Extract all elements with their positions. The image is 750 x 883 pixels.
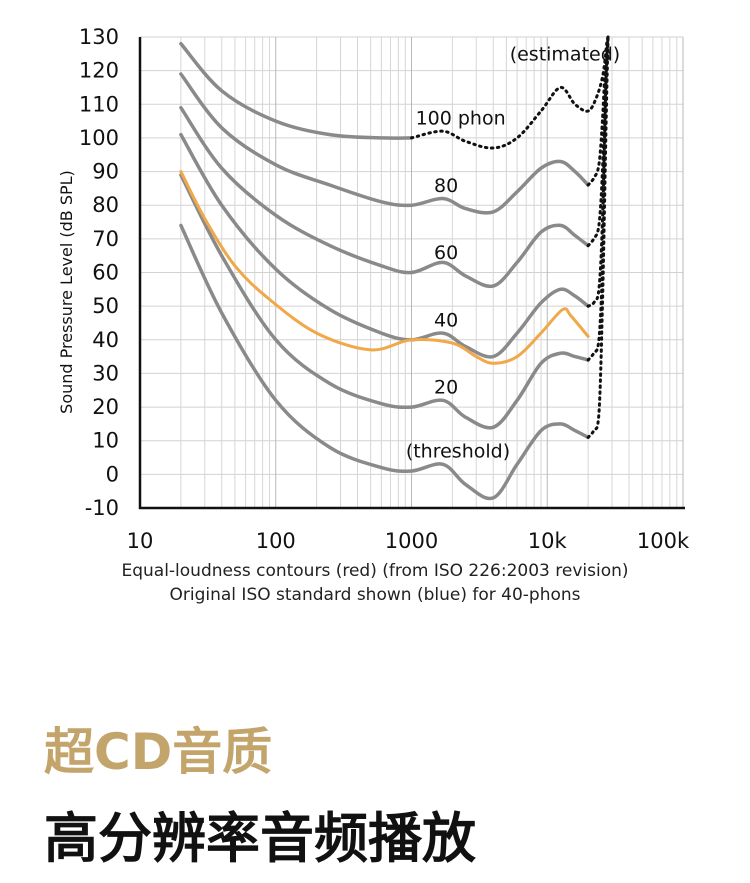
series-threshold — [179, 223, 590, 501]
y-tick-label: 100 — [79, 126, 119, 150]
caption-line-1: Equal-loudness contours (red) (from ISO … — [121, 561, 629, 581]
y-tick-label: 80 — [92, 193, 119, 217]
y-tick-label: 110 — [79, 92, 119, 116]
y-tick-label: 70 — [92, 227, 119, 251]
grid — [139, 36, 684, 509]
y-tick-label: 10 — [92, 429, 119, 453]
series-80-phon — [179, 72, 590, 215]
series-60-phon — [179, 105, 590, 289]
y-tick-label: 20 — [92, 395, 119, 419]
x-tick-label: 100k — [637, 529, 690, 553]
y-tick-label: 60 — [92, 261, 119, 285]
y-tick-labels: -10 0 10 20 30 40 50 60 70 80 90 100 110 120 130 — [79, 25, 119, 520]
headline-subtitle: 高分辨率音频播放 — [44, 807, 476, 870]
series-original-iso-40-phon — [179, 170, 590, 365]
x-tick-labels: 10 100 1000 10k 100k — [127, 529, 690, 553]
axes — [138, 37, 685, 510]
y-axis-label: Sound Pressure Level (dB SPL) — [57, 170, 76, 414]
y-tick-label: 50 — [92, 294, 119, 318]
y-tick-label: 30 — [92, 361, 119, 385]
headline-title: 超CD音质 — [44, 723, 273, 781]
y-tick-label: 40 — [92, 328, 119, 352]
curve-label-60-phon: 60 — [434, 242, 458, 264]
y-tick-label: -10 — [85, 496, 119, 520]
caption-line-2: Original ISO standard shown (blue) for 4… — [169, 585, 581, 605]
x-tick-label: 1000 — [385, 529, 438, 553]
x-tick-label: 10k — [528, 529, 568, 553]
x-tick-label: 10 — [127, 529, 154, 553]
curve-label-20-phon: 20 — [434, 377, 458, 399]
curve-label-threshold: (threshold) — [406, 441, 510, 463]
curve-labels: (threshold) 20 40 60 80 100 phon (estimated) — [406, 44, 620, 463]
series-100-phon — [179, 41, 414, 140]
y-tick-label: 0 — [106, 462, 119, 486]
curve-label-40-phon: 40 — [434, 309, 458, 331]
y-tick-label: 130 — [79, 25, 119, 49]
curve-label-80-phon: 80 — [434, 175, 458, 197]
y-tick-label: 120 — [79, 59, 119, 83]
equal-loudness-chart: -10 0 10 20 30 40 50 60 70 80 90 100 110 120 130 10 100… — [57, 25, 690, 553]
x-tick-label: 100 — [256, 529, 296, 553]
series-80-phon-estimated — [586, 35, 610, 187]
annotation-label: (estimated) — [510, 44, 621, 66]
curve-label-100-phon: 100 phon — [416, 107, 506, 129]
y-tick-label: 90 — [92, 160, 119, 184]
series-40-phon — [179, 132, 590, 359]
series-100-phon-estimated — [410, 35, 610, 150]
series-20-phon — [179, 173, 590, 430]
series-group — [179, 35, 610, 501]
